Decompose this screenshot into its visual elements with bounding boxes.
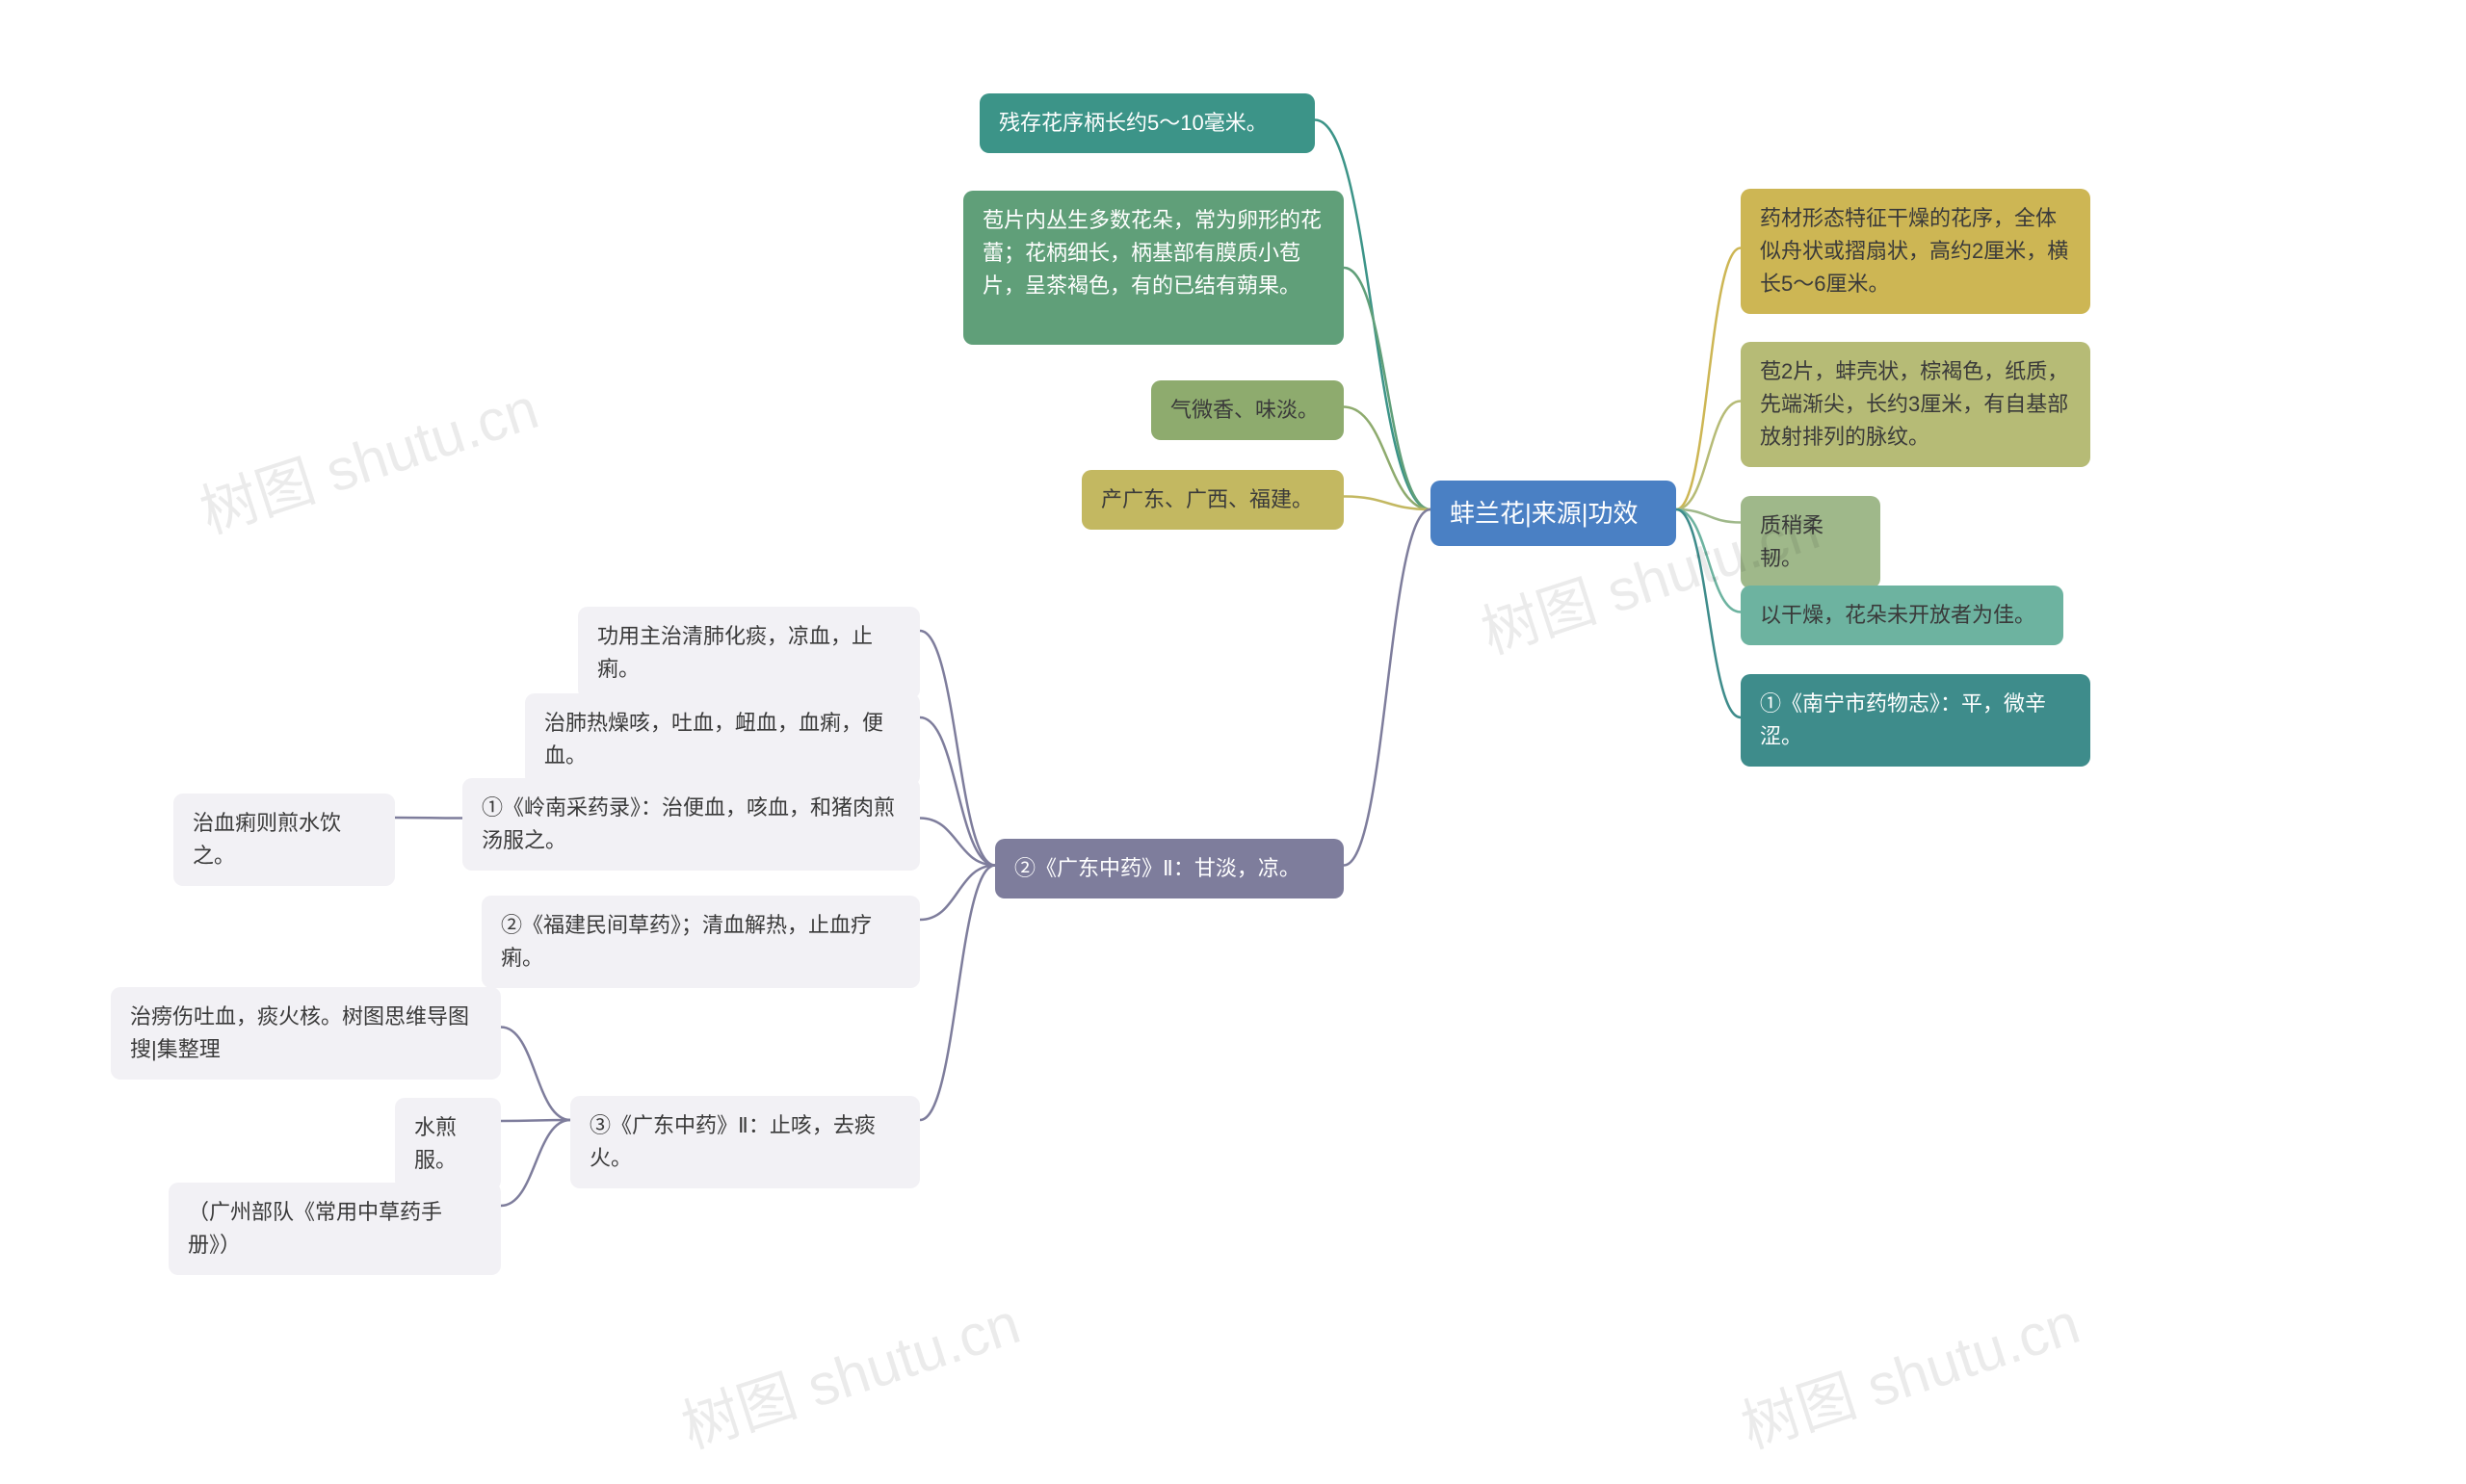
l5_children-node[interactable]: ②《福建民间草药》；清血解热，止血疗痢。 <box>482 896 920 988</box>
node-text: 产广东、广西、福建。 <box>1101 487 1313 511</box>
node-text: 气微香、味淡。 <box>1170 398 1319 422</box>
right_children-node[interactable]: 质稍柔韧。 <box>1741 496 1880 588</box>
connector <box>501 1028 570 1121</box>
node-text: 功用主治清肺化痰，凉血，止痢。 <box>597 624 873 681</box>
node-text: ①《南宁市药物志》：平，微辛涩。 <box>1760 691 2046 748</box>
node-text: 以干燥，花朵未开放者为佳。 <box>1760 603 2035 627</box>
connector <box>1344 407 1430 510</box>
node-text: ②《福建民间草药》；清血解热，止血疗痢。 <box>501 913 872 970</box>
c3_children-node[interactable]: 治血痢则煎水饮之。 <box>173 794 395 886</box>
connector <box>1344 497 1430 510</box>
node-text: ②《广东中药》Ⅱ：甘淡，凉。 <box>1014 856 1300 880</box>
connector <box>920 717 995 866</box>
right_children-node[interactable]: 药材形态特征干燥的花序，全体似舟状或摺扇状，高约2厘米，横长5～6厘米。 <box>1741 189 2090 314</box>
watermark: 树图 shutu.cn <box>188 362 547 550</box>
right_children-node[interactable]: 苞2片，蚌壳状，棕褐色，纸质，先端渐尖，长约3厘米，有自基部放射排列的脉纹。 <box>1741 342 2090 467</box>
connector <box>1676 509 1741 612</box>
node-text: ③《广东中药》Ⅱ：止咳，去痰火。 <box>590 1113 876 1170</box>
left_children-node[interactable]: 产广东、广西、福建。 <box>1082 470 1344 530</box>
node-text: 苞2片，蚌壳状，棕褐色，纸质，先端渐尖，长约3厘米，有自基部放射排列的脉纹。 <box>1760 359 2068 449</box>
right_children-node[interactable]: 以干燥，花朵未开放者为佳。 <box>1741 586 2063 645</box>
l5_children-node[interactable]: 治肺热燥咳，吐血，衄血，血痢，便血。 <box>525 693 920 786</box>
left_children-node[interactable]: 气微香、味淡。 <box>1151 380 1344 440</box>
connector <box>1676 509 1741 523</box>
node-text: 质稍柔韧。 <box>1760 513 1823 570</box>
watermark: 树图 shutu.cn <box>1729 1277 2088 1465</box>
connector <box>501 1120 570 1121</box>
node-text: 治血痢则煎水饮之。 <box>193 811 341 868</box>
watermark: 树图 shutu.cn <box>669 1277 1029 1465</box>
root-node[interactable]: 蚌兰花|来源|功效 <box>1430 481 1676 546</box>
connector <box>395 818 462 819</box>
node-text: 治肺热燥咳，吐血，衄血，血痢，便血。 <box>544 711 883 768</box>
left_children-node[interactable]: 苞片内丛生多数花朵，常为卵形的花蕾；花柄细长，柄基部有膜质小苞片，呈茶褐色，有的… <box>963 191 1344 345</box>
connector <box>1344 268 1430 509</box>
connector <box>920 631 995 866</box>
connector <box>920 819 995 866</box>
connector <box>1676 248 1741 510</box>
node-text: 水煎服。 <box>414 1115 457 1172</box>
connector <box>1676 509 1741 717</box>
c5_children-node[interactable]: 水煎服。 <box>395 1098 501 1190</box>
connector <box>920 866 995 1121</box>
node-text: ①《岭南采药录》：治便血，咳血，和猪肉煎汤服之。 <box>482 795 895 852</box>
l5_children-node[interactable]: ①《岭南采药录》：治便血，咳血，和猪肉煎汤服之。 <box>462 778 920 871</box>
connector <box>1676 402 1741 510</box>
connector <box>501 1120 570 1206</box>
c5_children-node[interactable]: 治痨伤吐血，痰火核。树图思维导图搜|集整理 <box>111 987 501 1080</box>
left_children-node[interactable]: 残存花序柄长约5～10毫米。 <box>980 93 1315 153</box>
connector <box>920 866 995 921</box>
node-text: 治痨伤吐血，痰火核。树图思维导图搜|集整理 <box>130 1004 469 1061</box>
l5_children-node[interactable]: 功用主治清肺化痰，凉血，止痢。 <box>578 607 920 699</box>
node-text: 苞片内丛生多数花朵，常为卵形的花蕾；花柄细长，柄基部有膜质小苞片，呈茶褐色，有的… <box>983 208 1322 298</box>
node-text: 药材形态特征干燥的花序，全体似舟状或摺扇状，高约2厘米，横长5～6厘米。 <box>1760 206 2068 296</box>
c5_children-node[interactable]: （广州部队《常用中草药手册》） <box>169 1183 501 1275</box>
node-text: 残存花序柄长约5～10毫米。 <box>999 111 1268 135</box>
l5_children-node[interactable]: ③《广东中药》Ⅱ：止咳，去痰火。 <box>570 1096 920 1188</box>
left_children-node[interactable]: ②《广东中药》Ⅱ：甘淡，凉。 <box>995 839 1344 898</box>
right_children-node[interactable]: ①《南宁市药物志》：平，微辛涩。 <box>1741 674 2090 767</box>
connector <box>1344 509 1430 866</box>
node-text: （广州部队《常用中草药手册》） <box>188 1200 442 1257</box>
